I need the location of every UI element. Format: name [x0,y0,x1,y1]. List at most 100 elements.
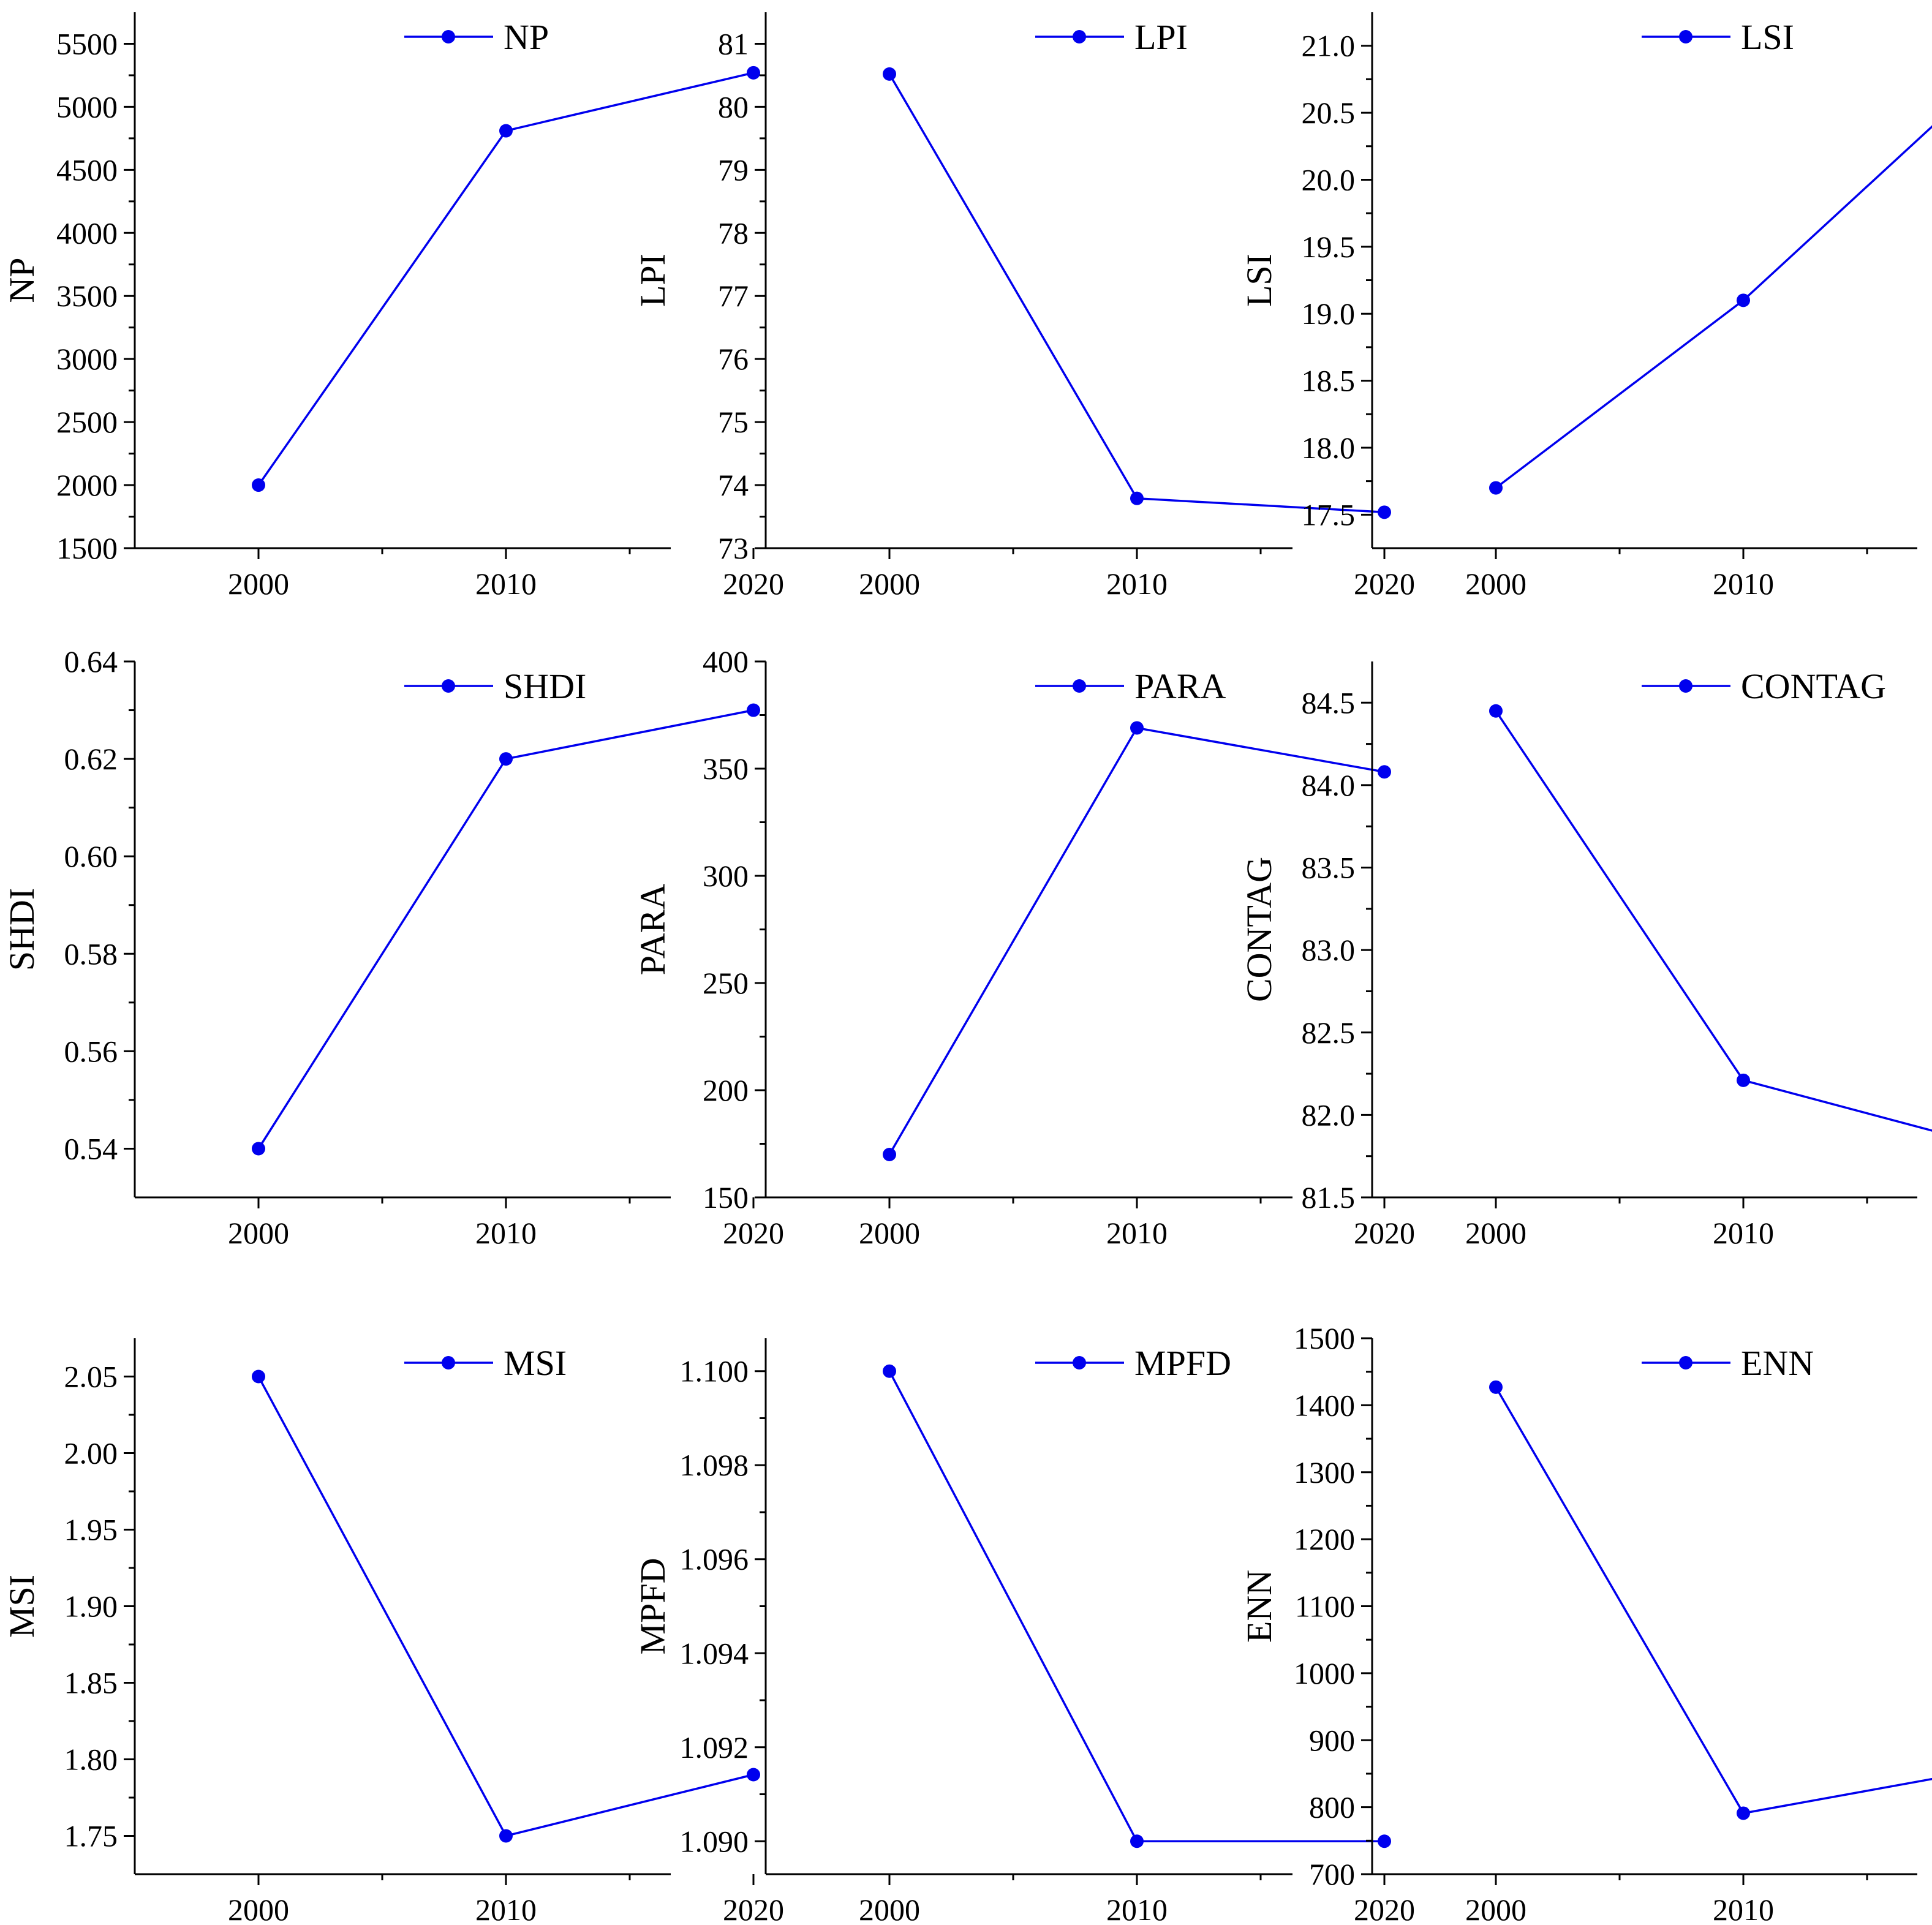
y-tick-label: 250 [703,966,749,1000]
y-axis-label: MSI [2,1575,42,1638]
y-axis-label: PARA [633,884,673,976]
y-tick-label: 1500 [56,531,118,565]
y-tick-label: 3500 [56,279,118,313]
y-tick-label: 17.5 [1302,497,1356,532]
y-tick-label: 700 [1309,1857,1355,1891]
data-point-np-2000 [252,478,265,492]
y-tick-label: 0.62 [64,742,118,776]
x-tick-label: 2000 [1465,1893,1526,1925]
y-tick-label: 18.0 [1302,431,1356,465]
y-tick-label: 78 [718,216,749,250]
y-tick-label: 76 [718,342,749,376]
data-point-enn-2000 [1489,1380,1503,1394]
y-tick-label: 1.090 [680,1824,749,1858]
y-tick-label: 1500 [1294,1321,1355,1355]
y-axis-label: NP [2,257,42,303]
legend-marker [1679,30,1692,43]
chart-np: 1500 2000 2500 3000 3500 4000 4500 5000 5500 2000… [2,12,784,601]
series-line-msi [257,1376,754,1837]
y-axis-label: LPI [633,254,673,307]
y-axis-label: MPFD [633,1558,673,1655]
legend-contag: CONTAG [1642,666,1886,706]
legend-np: NP [404,17,549,57]
x-tick-label: 2000 [859,1216,920,1250]
x-tick-label: 2010 [475,567,537,601]
legend-marker [442,30,455,43]
data-point-mpfd-2000 [883,1364,896,1378]
legend-marker [442,1356,455,1369]
y-tick-label: 19.5 [1302,230,1356,264]
x-tick-label: 2010 [1713,567,1774,601]
legend-marker [1679,1356,1692,1369]
y-tick-label: 400 [703,644,749,679]
y-axis-label: SHDI [2,888,42,971]
y-tick-label: 200 [703,1073,749,1107]
legend-para: PARA [1035,666,1226,706]
y-tick-label: 4000 [56,216,118,250]
y-tick-label: 1200 [1294,1522,1355,1556]
x-tick-label: 2010 [475,1216,537,1250]
legend-lsi: LSI [1642,17,1794,57]
data-point-contag-2010 [1737,1073,1750,1087]
y-tick-label: 0.56 [64,1034,118,1068]
y-axis-label: LSI [1239,254,1279,307]
y-tick-label: 1.80 [64,1742,118,1777]
legend-marker [1679,679,1692,693]
y-tick-label: 1000 [1294,1656,1355,1690]
data-point-msi-2010 [499,1829,513,1843]
x-tick-label: 2020 [1354,1893,1415,1925]
y-tick-label: 84.5 [1302,685,1356,720]
y-tick-label: 4500 [56,153,118,187]
y-tick-label: 1.75 [64,1819,118,1853]
legend-label: ENN [1741,1343,1814,1383]
legend-msi: MSI [404,1343,567,1383]
legend-marker [442,679,455,693]
y-tick-label: 1400 [1294,1388,1355,1422]
chart-para: 150 200 250 300 350 400 2000 2010 2020 PARA PARA [633,644,1415,1250]
y-tick-label: 20.5 [1302,96,1356,130]
y-tick-label: 1.092 [680,1730,749,1765]
y-axis-label: CONTAG [1239,857,1279,1002]
y-tick-label: 1.85 [64,1666,118,1700]
chart-lpi: 73 74 75 76 77 78 79 80 81 2000 2010 2020 LPI LPI [633,12,1415,601]
y-tick-label: 2000 [56,468,118,502]
data-point-msi-2000 [252,1369,265,1384]
y-axis-label: ENN [1239,1570,1279,1643]
y-tick-label: 1.094 [680,1636,749,1670]
y-tick-label: 21.0 [1302,29,1356,63]
x-tick-label: 2010 [1713,1216,1774,1250]
y-tick-label: 83.0 [1302,933,1356,967]
legend-marker [1073,679,1086,693]
legend-marker [1073,1356,1086,1369]
y-tick-label: 81.5 [1302,1180,1356,1215]
x-tick-label: 2010 [1106,1216,1168,1250]
y-tick-label: 1.096 [680,1542,749,1577]
data-point-shdi-2000 [252,1142,265,1156]
x-tick-label: 2000 [1465,1216,1526,1250]
data-point-mpfd-2020 [1378,1834,1391,1848]
y-tick-label: 1300 [1294,1455,1355,1490]
x-tick-label: 2000 [228,1216,289,1250]
legend-label: PARA [1134,666,1226,706]
chart-msi: 1.75 1.80 1.85 1.90 1.95 2.00 2.05 2000 2010 2020… [2,1338,784,1925]
legend-label: LPI [1134,17,1188,57]
legend-label: LSI [1741,17,1794,57]
x-tick-label: 2020 [723,1216,784,1250]
x-tick-label: 2010 [1106,567,1168,601]
data-point-np-2020 [747,66,760,80]
y-tick-label: 1.95 [64,1513,118,1547]
data-point-mpfd-2010 [1130,1834,1144,1848]
x-tick-label: 2020 [723,1893,784,1925]
y-tick-label: 0.64 [64,644,118,679]
series-line-shdi [257,709,754,1150]
data-point-enn-2010 [1737,1806,1750,1820]
data-point-lpi-2000 [883,67,896,81]
data-point-msi-2020 [747,1768,760,1782]
chart-mpfd: 1.090 1.092 1.094 1.096 1.098 1.100 2000 2010 20… [633,1338,1415,1925]
data-point-para-2020 [1378,765,1391,779]
y-tick-label: 5500 [56,26,118,61]
data-point-shdi-2020 [747,703,760,717]
y-tick-label: 0.54 [64,1131,118,1166]
y-tick-label: 79 [718,153,749,187]
